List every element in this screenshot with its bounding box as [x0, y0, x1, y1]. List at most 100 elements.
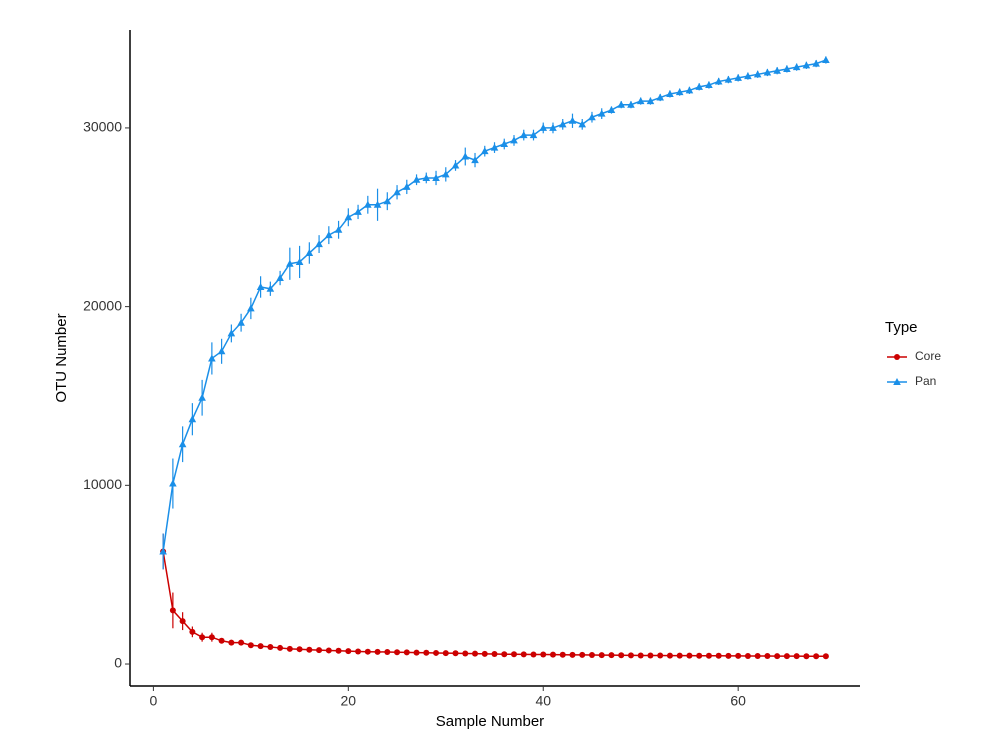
point: [705, 81, 713, 89]
y-tick-label: 20000: [83, 297, 122, 313]
point: [198, 393, 206, 401]
x-tick-label: 60: [730, 693, 746, 709]
legend-label: Core: [915, 349, 941, 363]
point: [373, 200, 382, 208]
point: [812, 59, 820, 67]
x-tick-label: 20: [341, 693, 357, 709]
point: [461, 152, 470, 160]
point: [247, 642, 254, 649]
point: [529, 131, 538, 139]
point: [412, 175, 421, 183]
point: [618, 652, 625, 659]
point: [490, 143, 499, 151]
x-axis-label: Sample Number: [436, 713, 544, 730]
point: [511, 651, 518, 658]
point: [422, 173, 431, 181]
point: [501, 651, 508, 658]
point: [432, 173, 440, 181]
point: [714, 77, 723, 85]
point: [452, 650, 459, 657]
y-tick-label: 30000: [83, 119, 122, 135]
point: [539, 123, 548, 131]
point: [383, 197, 392, 205]
point: [441, 170, 450, 178]
point: [696, 652, 703, 659]
point: [296, 646, 303, 653]
point: [364, 648, 371, 655]
point: [277, 644, 284, 651]
point: [306, 646, 313, 653]
point: [433, 649, 440, 656]
point: [735, 652, 742, 659]
point: [480, 147, 489, 155]
point: [686, 652, 693, 659]
point: [598, 652, 605, 659]
point: [510, 136, 518, 144]
point: [627, 100, 635, 108]
point: [813, 653, 820, 660]
point: [451, 161, 460, 169]
point: [227, 329, 236, 337]
point: [617, 100, 626, 108]
point: [169, 479, 177, 487]
legend-label: Pan: [915, 374, 936, 388]
point: [744, 652, 751, 659]
point: [783, 64, 791, 72]
point: [608, 652, 615, 659]
point: [558, 120, 567, 128]
point: [636, 97, 645, 105]
point: [783, 653, 790, 660]
x-tick-label: 0: [149, 693, 157, 709]
point: [676, 652, 683, 659]
point: [695, 82, 703, 90]
point: [578, 120, 587, 128]
point: [374, 648, 381, 655]
point: [247, 304, 255, 312]
point: [305, 249, 314, 257]
point: [637, 652, 644, 659]
point: [364, 200, 372, 208]
point: [520, 651, 527, 658]
point: [208, 354, 216, 362]
point: [266, 284, 275, 292]
point: [793, 653, 800, 660]
point: [394, 649, 401, 656]
point: [286, 259, 294, 267]
y-tick-label: 0: [114, 655, 122, 671]
point: [345, 648, 352, 655]
point: [705, 652, 712, 659]
point: [597, 109, 606, 117]
point: [325, 647, 332, 654]
point: [472, 650, 479, 657]
point: [607, 106, 616, 114]
point: [276, 274, 284, 282]
point: [744, 72, 752, 80]
point: [286, 645, 293, 652]
point: [764, 653, 771, 660]
point: [384, 649, 391, 656]
y-axis-label: OTU Number: [53, 313, 70, 402]
point: [500, 140, 509, 148]
point: [442, 650, 449, 657]
point: [257, 643, 264, 650]
point: [656, 93, 665, 101]
point: [803, 653, 810, 660]
point: [344, 213, 353, 221]
point: [519, 131, 528, 139]
point: [753, 70, 762, 78]
point: [822, 56, 830, 64]
point: [894, 354, 900, 360]
point: [646, 97, 655, 105]
legend-title: Type: [885, 319, 918, 336]
point: [189, 628, 196, 635]
point: [685, 86, 694, 94]
point: [217, 347, 226, 355]
point: [763, 68, 772, 76]
point: [325, 231, 333, 239]
point: [666, 89, 674, 97]
point: [334, 225, 343, 233]
point: [256, 282, 265, 290]
point: [208, 634, 215, 641]
point: [402, 182, 411, 190]
